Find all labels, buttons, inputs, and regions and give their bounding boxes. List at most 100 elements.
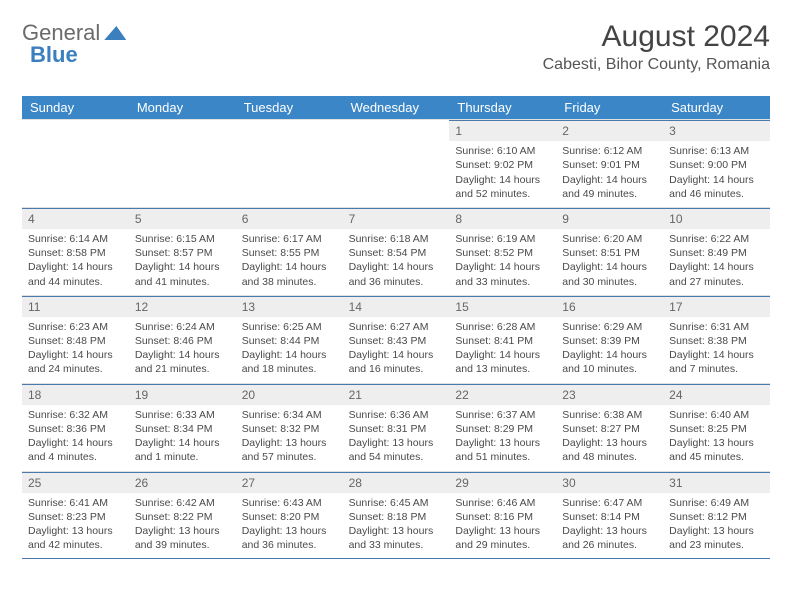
day-details: Sunrise: 6:43 AMSunset: 8:20 PMDaylight:…	[236, 493, 343, 559]
daylight2-text: and 27 minutes.	[669, 275, 764, 289]
calendar-cell	[129, 119, 236, 207]
day-details: Sunrise: 6:31 AMSunset: 8:38 PMDaylight:…	[663, 317, 770, 383]
day-details: Sunrise: 6:22 AMSunset: 8:49 PMDaylight:…	[663, 229, 770, 295]
day-details: Sunrise: 6:13 AMSunset: 9:00 PMDaylight:…	[663, 141, 770, 207]
day-number: 9	[556, 208, 663, 229]
daylight1-text: Daylight: 14 hours	[242, 260, 337, 274]
sunrise-text: Sunrise: 6:33 AM	[135, 408, 230, 422]
day-number: 16	[556, 296, 663, 317]
daylight2-text: and 23 minutes.	[669, 538, 764, 552]
calendar-cell: 25Sunrise: 6:41 AMSunset: 8:23 PMDayligh…	[22, 471, 129, 559]
daylight1-text: Daylight: 13 hours	[242, 436, 337, 450]
sunrise-text: Sunrise: 6:37 AM	[455, 408, 550, 422]
sunrise-text: Sunrise: 6:10 AM	[455, 144, 550, 158]
page-title: August 2024	[543, 20, 770, 54]
sunrise-text: Sunrise: 6:22 AM	[669, 232, 764, 246]
day-number: 4	[22, 208, 129, 229]
sunset-text: Sunset: 8:43 PM	[349, 334, 444, 348]
sunset-text: Sunset: 8:20 PM	[242, 510, 337, 524]
day-number: 6	[236, 208, 343, 229]
daylight2-text: and 33 minutes.	[455, 275, 550, 289]
daylight2-text: and 54 minutes.	[349, 450, 444, 464]
day-details: Sunrise: 6:19 AMSunset: 8:52 PMDaylight:…	[449, 229, 556, 295]
day-number: 10	[663, 208, 770, 229]
day-details: Sunrise: 6:12 AMSunset: 9:01 PMDaylight:…	[556, 141, 663, 207]
daylight1-text: Daylight: 13 hours	[562, 436, 657, 450]
daylight1-text: Daylight: 14 hours	[669, 348, 764, 362]
brand-mark-icon	[104, 26, 126, 40]
sunrise-text: Sunrise: 6:25 AM	[242, 320, 337, 334]
weekday-label: Tuesday	[236, 96, 343, 119]
day-details: Sunrise: 6:17 AMSunset: 8:55 PMDaylight:…	[236, 229, 343, 295]
day-details: Sunrise: 6:25 AMSunset: 8:44 PMDaylight:…	[236, 317, 343, 383]
calendar-cell	[343, 119, 450, 207]
calendar-cell	[22, 119, 129, 207]
calendar-cell: 8Sunrise: 6:19 AMSunset: 8:52 PMDaylight…	[449, 207, 556, 295]
day-details: Sunrise: 6:20 AMSunset: 8:51 PMDaylight:…	[556, 229, 663, 295]
daylight2-text: and 13 minutes.	[455, 362, 550, 376]
weekday-label: Monday	[129, 96, 236, 119]
weekday-label: Thursday	[449, 96, 556, 119]
day-details: Sunrise: 6:28 AMSunset: 8:41 PMDaylight:…	[449, 317, 556, 383]
day-number: 7	[343, 208, 450, 229]
sunset-text: Sunset: 8:36 PM	[28, 422, 123, 436]
page-subtitle: Cabesti, Bihor County, Romania	[543, 56, 770, 74]
day-number: 11	[22, 296, 129, 317]
daylight1-text: Daylight: 14 hours	[135, 260, 230, 274]
sunset-text: Sunset: 8:27 PM	[562, 422, 657, 436]
calendar-cell: 10Sunrise: 6:22 AMSunset: 8:49 PMDayligh…	[663, 207, 770, 295]
daylight2-text: and 48 minutes.	[562, 450, 657, 464]
calendar-cell: 1Sunrise: 6:10 AMSunset: 9:02 PMDaylight…	[449, 119, 556, 207]
sunset-text: Sunset: 8:44 PM	[242, 334, 337, 348]
calendar-cell: 2Sunrise: 6:12 AMSunset: 9:01 PMDaylight…	[556, 119, 663, 207]
sunrise-text: Sunrise: 6:29 AM	[562, 320, 657, 334]
sunrise-text: Sunrise: 6:45 AM	[349, 496, 444, 510]
sunset-text: Sunset: 8:55 PM	[242, 246, 337, 260]
daylight1-text: Daylight: 13 hours	[349, 436, 444, 450]
sunrise-text: Sunrise: 6:36 AM	[349, 408, 444, 422]
sunset-text: Sunset: 8:16 PM	[455, 510, 550, 524]
calendar-grid: 1Sunrise: 6:10 AMSunset: 9:02 PMDaylight…	[22, 119, 770, 559]
sunset-text: Sunset: 9:02 PM	[455, 158, 550, 172]
sunrise-text: Sunrise: 6:18 AM	[349, 232, 444, 246]
daylight2-text: and 24 minutes.	[28, 362, 123, 376]
day-details: Sunrise: 6:10 AMSunset: 9:02 PMDaylight:…	[449, 141, 556, 207]
day-details: Sunrise: 6:18 AMSunset: 8:54 PMDaylight:…	[343, 229, 450, 295]
daylight1-text: Daylight: 13 hours	[135, 524, 230, 538]
sunset-text: Sunset: 8:29 PM	[455, 422, 550, 436]
daylight1-text: Daylight: 13 hours	[455, 436, 550, 450]
sunrise-text: Sunrise: 6:20 AM	[562, 232, 657, 246]
sunrise-text: Sunrise: 6:40 AM	[669, 408, 764, 422]
day-number: 1	[449, 120, 556, 141]
daylight1-text: Daylight: 14 hours	[562, 260, 657, 274]
day-number: 14	[343, 296, 450, 317]
sunset-text: Sunset: 8:46 PM	[135, 334, 230, 348]
sunset-text: Sunset: 8:52 PM	[455, 246, 550, 260]
daylight1-text: Daylight: 14 hours	[28, 260, 123, 274]
sunrise-text: Sunrise: 6:32 AM	[28, 408, 123, 422]
title-block: August 2024 Cabesti, Bihor County, Roman…	[543, 20, 770, 74]
calendar-cell: 17Sunrise: 6:31 AMSunset: 8:38 PMDayligh…	[663, 295, 770, 383]
sunset-text: Sunset: 8:34 PM	[135, 422, 230, 436]
calendar-cell: 15Sunrise: 6:28 AMSunset: 8:41 PMDayligh…	[449, 295, 556, 383]
daylight2-text: and 1 minute.	[135, 450, 230, 464]
daylight1-text: Daylight: 14 hours	[349, 348, 444, 362]
day-details: Sunrise: 6:34 AMSunset: 8:32 PMDaylight:…	[236, 405, 343, 471]
day-number: 27	[236, 472, 343, 493]
calendar-cell: 18Sunrise: 6:32 AMSunset: 8:36 PMDayligh…	[22, 383, 129, 471]
daylight2-text: and 36 minutes.	[242, 538, 337, 552]
day-details: Sunrise: 6:27 AMSunset: 8:43 PMDaylight:…	[343, 317, 450, 383]
calendar-cell	[236, 119, 343, 207]
day-details: Sunrise: 6:40 AMSunset: 8:25 PMDaylight:…	[663, 405, 770, 471]
day-details: Sunrise: 6:15 AMSunset: 8:57 PMDaylight:…	[129, 229, 236, 295]
sunrise-text: Sunrise: 6:24 AM	[135, 320, 230, 334]
daylight2-text: and 21 minutes.	[135, 362, 230, 376]
day-number: 8	[449, 208, 556, 229]
sunset-text: Sunset: 9:01 PM	[562, 158, 657, 172]
daylight2-text: and 7 minutes.	[669, 362, 764, 376]
sunrise-text: Sunrise: 6:28 AM	[455, 320, 550, 334]
day-number: 31	[663, 472, 770, 493]
daylight2-text: and 51 minutes.	[455, 450, 550, 464]
calendar-cell: 5Sunrise: 6:15 AMSunset: 8:57 PMDaylight…	[129, 207, 236, 295]
daylight1-text: Daylight: 14 hours	[455, 173, 550, 187]
